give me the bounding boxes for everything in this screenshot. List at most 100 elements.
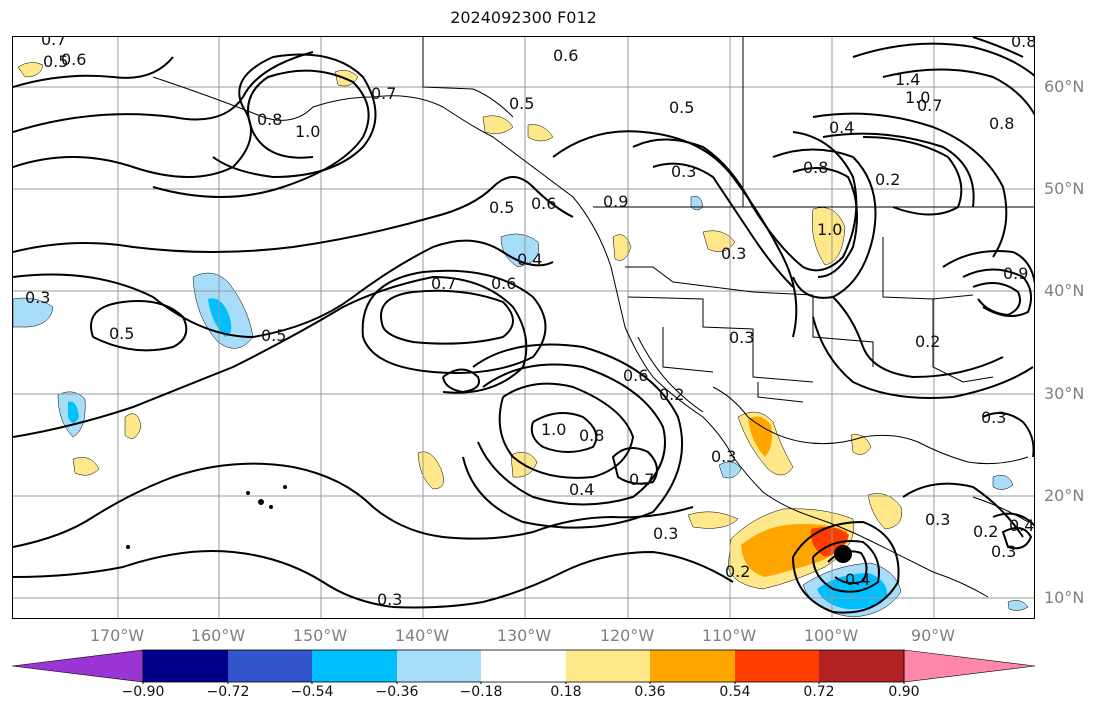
contour-label: 0.7: [371, 84, 396, 103]
fill-positive: [527, 124, 554, 142]
contour-label: 0.8: [1011, 37, 1035, 51]
fill-moderate-negative: [208, 298, 232, 337]
contour-label: 0.7: [431, 274, 456, 293]
map-title: 2024092300 F012: [450, 8, 597, 27]
fill-negative: [13, 297, 54, 328]
contour-label: 0.5: [261, 326, 286, 345]
contour-label: 0.9: [603, 192, 628, 211]
contour-lines: [13, 37, 1034, 614]
contour-label: 0.5: [43, 52, 68, 71]
contour-label: 0.3: [981, 408, 1006, 427]
coastlines: [152, 37, 1034, 598]
contour-label: 0.7: [917, 96, 942, 115]
colorbar-segment: [481, 650, 566, 682]
contour-value-labels: 0.70.6 0.60.50.81.00.70.51.41.00.70.80.80…: [25, 37, 1035, 609]
contour-label: 0.7: [629, 470, 654, 489]
fill-positive: [687, 511, 739, 529]
colorbar-tick-label: 0.90: [888, 684, 920, 700]
contour-label: 0.5: [109, 324, 134, 343]
contour-label: 0.4: [517, 250, 542, 269]
colorbar-tick-label: −0.72: [206, 684, 250, 700]
fill-negative: [690, 195, 704, 211]
contour-label: 0.4: [829, 118, 854, 137]
lat-label: 10°N: [1044, 588, 1085, 607]
colorbar-tick-label: 0.36: [634, 684, 666, 700]
contour-label: 0.3: [25, 288, 50, 307]
contour-label: 0.8: [579, 426, 604, 445]
contour-label: 0.8: [989, 114, 1014, 133]
lon-label: 150°W: [292, 626, 348, 645]
map-panel: 0.7 0.6 0.6 0.5 0.8 1.0 0.7 0.5 1.4 1.0 0.7 0.8 0.8 0…: [12, 36, 1035, 619]
lon-label: 120°W: [599, 626, 655, 645]
contour-label: 0.6: [491, 274, 516, 293]
contour-label: 0.3: [653, 524, 678, 543]
contour-label: 0.8: [803, 158, 828, 177]
contour-label: 0.6: [531, 194, 556, 213]
colorbar-segment: [312, 650, 397, 682]
map-canvas: 0.70.6 0.60.50.81.00.70.51.41.00.70.80.80…: [13, 37, 1035, 618]
lat-label: 20°N: [1044, 486, 1085, 505]
contour-label: 0.2: [915, 332, 940, 351]
colorbar-tick-label: 0.18: [550, 684, 582, 700]
contour-label: 1.4: [895, 70, 920, 89]
fill-positive: [612, 234, 632, 261]
contour-label: 0.2: [725, 562, 750, 581]
fill-negative: [1007, 600, 1029, 611]
colorbar-segment: [903, 649, 1036, 683]
colorbar-segment: [566, 650, 650, 682]
lon-label: 170°W: [89, 626, 145, 645]
fill-positive: [482, 115, 514, 134]
colorbar-tick-label: −0.90: [121, 684, 165, 700]
lon-label: 160°W: [190, 626, 246, 645]
colorbar-segment: [735, 650, 819, 682]
contour-label: 0.3: [721, 244, 746, 263]
contour-label: 0.7: [41, 37, 66, 49]
lon-label: 100°W: [803, 626, 859, 645]
lon-label: 140°W: [394, 626, 450, 645]
colorbar-segment: [143, 650, 228, 682]
contour-label: 0.6: [623, 366, 648, 385]
colorbar-tick-label: −0.36: [375, 684, 419, 700]
lon-label: 110°W: [701, 626, 757, 645]
contour-label: 0.8: [257, 110, 282, 129]
contour-label: 0.3: [991, 542, 1016, 561]
colorbar-tick-label: −0.18: [459, 684, 503, 700]
lat-label: 40°N: [1044, 281, 1085, 300]
colorbar-segment: [11, 649, 144, 683]
colorbar-segment: [650, 650, 735, 682]
contour-label: 0.6: [553, 46, 578, 65]
contour-label: 0.2: [973, 522, 998, 541]
contour-label: 0.3: [925, 510, 950, 529]
contour-label: 0.4: [569, 480, 594, 499]
colorbar: [11, 649, 1036, 684]
colorbar-segment: [397, 650, 481, 682]
contour-label: 0.6: [61, 50, 86, 69]
contour-label: 0.4: [845, 570, 870, 589]
fill-negative: [992, 475, 1014, 490]
shaded-fields: [13, 62, 1029, 618]
fill-moderate-negative: [68, 401, 79, 423]
contour-label: 0.5: [669, 98, 694, 117]
contour-label: 0.9: [1003, 264, 1028, 283]
fill-positive: [867, 493, 902, 530]
fill-positive: [72, 457, 100, 476]
islands: [126, 485, 287, 549]
fill-positive: [124, 413, 142, 439]
lat-label: 60°N: [1044, 77, 1085, 96]
fill-positive: [702, 230, 736, 253]
contour-label: 0.5: [509, 94, 534, 113]
contour-label: 0.3: [729, 328, 754, 347]
lon-label: 90°W: [910, 626, 956, 645]
contour-label: 0.2: [659, 385, 684, 404]
colorbar-tick-label: 0.54: [719, 684, 751, 700]
fill-positive: [417, 451, 444, 490]
contour-label: 1.0: [817, 220, 842, 239]
contour-label: 1.0: [905, 88, 930, 107]
colorbar-tick-label: −0.54: [290, 684, 334, 700]
fill-moderate: [748, 416, 773, 457]
colorbar-segment: [228, 650, 312, 682]
lat-label: 50°N: [1044, 179, 1085, 198]
lon-label: 130°W: [496, 626, 552, 645]
contour-label: 0.4: [1009, 516, 1034, 535]
colorbar-frame: [142, 649, 905, 683]
